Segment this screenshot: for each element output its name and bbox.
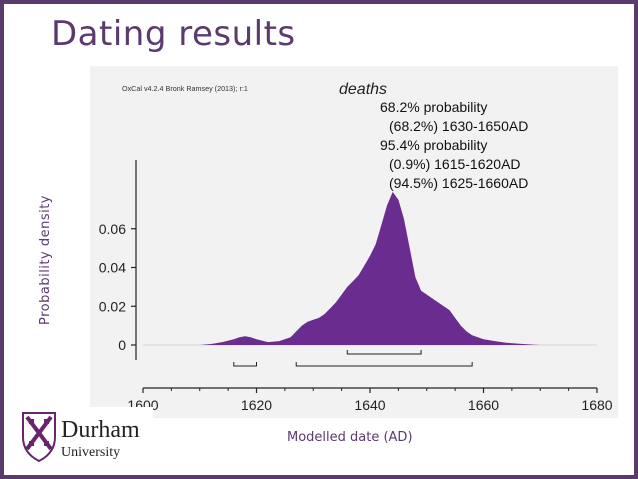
y-tick-label: 0.06 [99, 221, 126, 237]
x-tick-label: 1660 [468, 397, 499, 413]
durham-university-logo: Durham University [17, 407, 153, 467]
series-name: deaths [339, 81, 387, 98]
page-title: Dating results [51, 14, 296, 54]
x-tick-label: 1640 [354, 397, 385, 413]
annotation-line: 95.4% probability [380, 137, 487, 153]
annotation-line: (94.5%) 1625-1660AD [389, 175, 528, 191]
density-area [199, 191, 541, 345]
range-68-bracket [346, 350, 422, 355]
x-axis-label: Modelled date (AD) [287, 430, 413, 445]
y-axis-label: Probability density [38, 194, 53, 326]
y-tick-label: 0.04 [99, 260, 126, 276]
range-95-bracket [233, 362, 257, 367]
annotation-line: (68.2%) 1630-1650AD [389, 118, 528, 134]
x-tick-label: 1620 [241, 397, 272, 413]
logo-name-line1: Durham [61, 417, 140, 443]
annotation-line: 68.2% probability [380, 99, 487, 115]
chart-panel [90, 66, 618, 418]
x-tick-label: 1680 [581, 397, 612, 413]
annotation-line: (0.9%) 1615-1620AD [389, 156, 521, 172]
range-95-bracket [295, 362, 473, 367]
y-tick-label: 0.02 [99, 298, 126, 314]
oxcal-credit: OxCal v4.2.4 Bronk Ramsey (2013); r:1 [122, 84, 248, 93]
logo-name-line2: University [61, 445, 121, 460]
y-tick-label: 0 [118, 337, 126, 353]
crest-icon [22, 412, 56, 463]
